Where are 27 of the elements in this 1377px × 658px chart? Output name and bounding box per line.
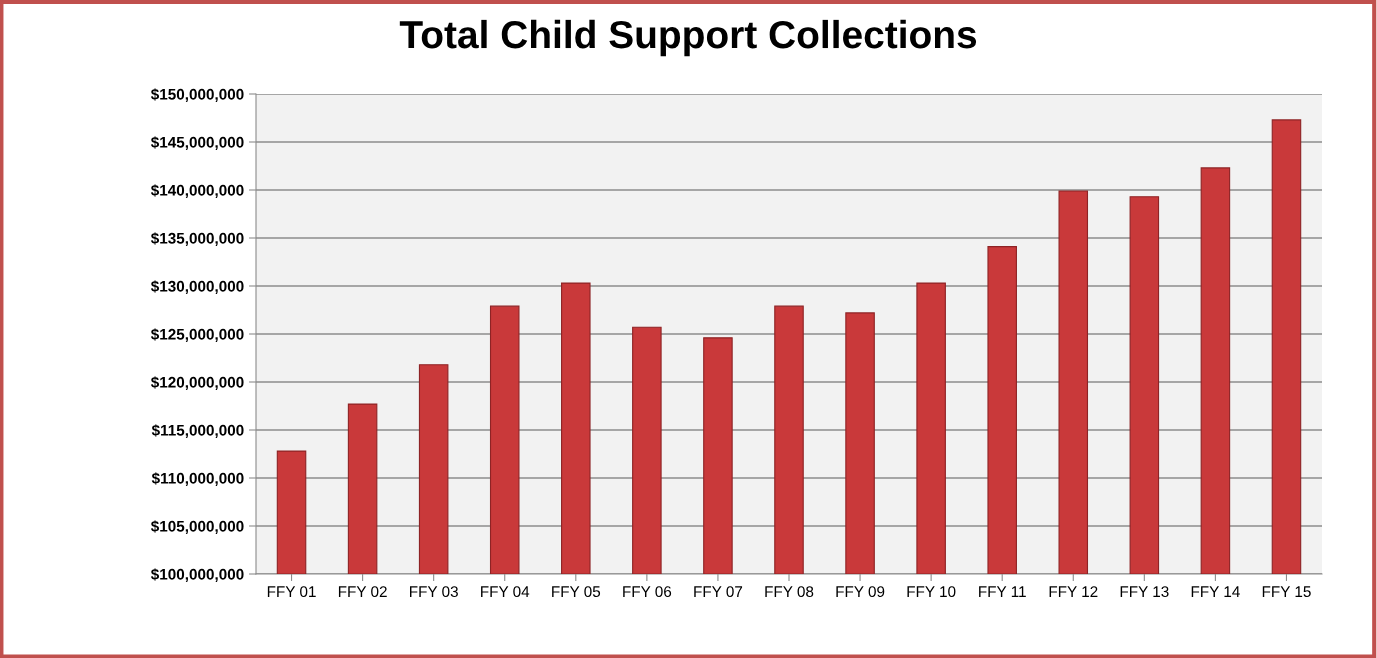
x-tick-label: FFY 12 [1049, 586, 1098, 597]
y-tick-label: $145,000,000 [150, 136, 244, 150]
y-tick-label: $105,000,000 [150, 520, 244, 534]
x-tick-label: FFY 01 [267, 586, 316, 598]
y-tick-label: $130,000,000 [150, 280, 244, 294]
y-tick-label: $115,000,000 [151, 424, 244, 438]
y-tick-label: $100,000,000 [150, 568, 244, 582]
x-tick-label: FFY 10 [907, 586, 956, 598]
x-tick-label: FFY 09 [836, 586, 885, 598]
y-tick-label: $135,000,000 [150, 232, 244, 246]
x-tick-label: FFY 05 [552, 586, 601, 598]
x-tick-label: FFY 08 [765, 586, 814, 598]
x-tick-label: FFY 13 [1120, 586, 1169, 598]
x-tick-label: FFY 06 [623, 586, 672, 598]
x-tick-label: FFY 07 [694, 586, 743, 598]
y-tick-label: $120,000,000 [150, 376, 244, 390]
x-tick-label: FFY 03 [410, 586, 458, 598]
x-tick-label: FFY 02 [338, 586, 387, 598]
x-tick-label: FFY 11 [979, 586, 1026, 597]
y-tick-label: $140,000,000 [150, 184, 244, 198]
y-tick-label: $150,000,000 [150, 88, 244, 102]
y-tick-label: $125,000,000 [150, 328, 244, 342]
x-tick-label: FFY 04 [481, 586, 530, 598]
y-tick-label: $110,000,000 [151, 472, 244, 486]
x-tick-label: FFY 15 [1262, 586, 1311, 598]
x-tick-label: FFY 14 [1191, 586, 1240, 597]
chart-title: Total Child Support Collections [399, 19, 977, 57]
